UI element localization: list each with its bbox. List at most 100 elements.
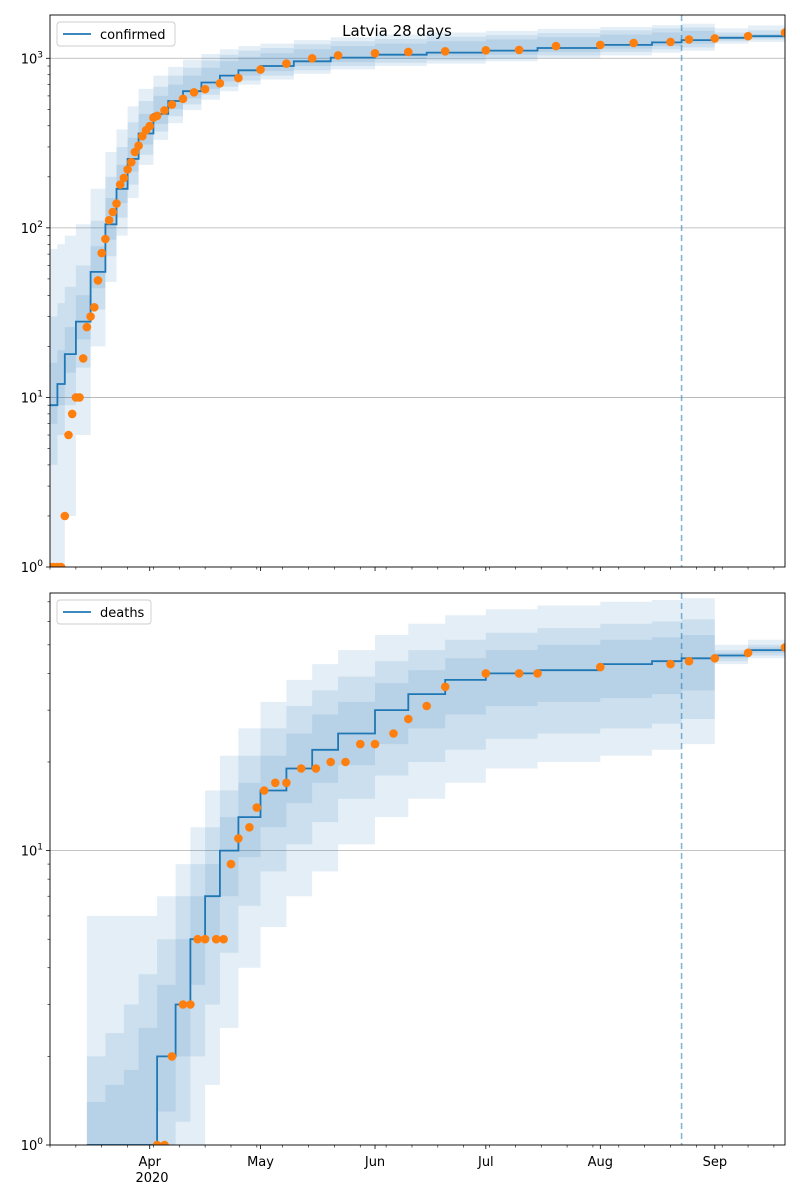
y-tick-label: 100 (21, 1137, 44, 1154)
data-point (666, 659, 675, 669)
band50-deaths (86, 635, 785, 1145)
data-point (211, 934, 221, 944)
band95-deaths (86, 598, 785, 1145)
data-point (356, 739, 365, 749)
legend-label: confirmed (100, 28, 166, 43)
data-point (119, 173, 129, 183)
data-point (422, 701, 432, 711)
data-point (684, 656, 694, 666)
data-point (189, 88, 199, 97)
data-point (152, 1140, 162, 1145)
data-point (178, 1000, 188, 1009)
x-tick-label: Aug (588, 1155, 613, 1170)
band80-deaths (86, 619, 785, 1145)
data-point (341, 757, 350, 767)
data-point (481, 46, 491, 55)
data-point (186, 1000, 195, 1009)
data-point (333, 51, 343, 60)
data-point (389, 729, 398, 738)
data-point (234, 73, 243, 83)
legend-box (56, 21, 176, 47)
data-point (245, 823, 254, 832)
data-point (596, 662, 605, 672)
data-point (134, 141, 143, 150)
x-year-label: 2020 (135, 1171, 168, 1186)
data-point (101, 234, 110, 244)
data-point (551, 41, 561, 51)
chart-title: Latvia 28 days (342, 22, 452, 40)
x-tick-label: Sep (703, 1155, 728, 1170)
data-point (226, 859, 236, 869)
data-point (219, 934, 228, 944)
legend: confirmed (56, 21, 176, 47)
data-point (67, 409, 77, 419)
data-point (75, 393, 84, 402)
data-point (326, 757, 336, 767)
x-tick-label: May (247, 1155, 274, 1170)
data-point (123, 165, 132, 174)
data-point (404, 714, 413, 724)
data-point (481, 669, 491, 678)
data-point (200, 934, 210, 944)
x-tick-label: Jul (477, 1155, 494, 1170)
legend-label: deaths (100, 606, 145, 621)
data-point (282, 59, 291, 68)
data-point (178, 94, 188, 104)
data-point (97, 248, 106, 258)
data-point (629, 38, 638, 48)
data-point (160, 106, 169, 115)
axes-frame (49, 14, 786, 568)
data-point (710, 654, 720, 663)
y-tick-label: 101 (21, 843, 43, 860)
data-point (127, 157, 136, 167)
data-point (234, 834, 243, 843)
data-point (78, 354, 88, 363)
data-point (743, 648, 753, 658)
data-point (60, 511, 70, 521)
data-point (145, 121, 154, 131)
data-point (596, 40, 605, 50)
data-point (259, 786, 269, 795)
data-point (514, 669, 524, 678)
data-point (252, 803, 262, 812)
data-point (514, 45, 524, 55)
data-point (130, 147, 140, 157)
data-point (56, 562, 66, 567)
data-point (108, 207, 118, 217)
data-point (93, 276, 103, 285)
data-point (86, 312, 95, 321)
data-point (90, 303, 99, 312)
data-point (82, 322, 92, 332)
data-point (296, 764, 306, 773)
data-point (370, 49, 380, 58)
data-point (64, 430, 73, 440)
data-point (684, 35, 694, 44)
data-point (440, 47, 450, 56)
data-point (440, 682, 450, 692)
data-point (215, 79, 225, 88)
y-tick-label: 103 (21, 50, 43, 67)
data-point (311, 764, 321, 773)
axes-frame (49, 592, 786, 1146)
data-point (780, 643, 785, 652)
data-point (533, 669, 542, 678)
data-point (404, 47, 413, 57)
legend-box (56, 599, 152, 625)
deaths-panel: Apr May Jun Jul Aug Sep 100 101 deaths (21, 592, 786, 1170)
data-point (104, 215, 114, 225)
data-point (115, 180, 125, 189)
x-tick-label: Apr (138, 1155, 161, 1170)
data-point (666, 37, 675, 47)
data-point (710, 34, 720, 43)
data-point (282, 778, 291, 788)
data-point (112, 199, 121, 208)
band80-confirmed (50, 25, 785, 465)
y-tick-label: 102 (21, 220, 43, 237)
data-point (256, 65, 265, 74)
x-tick-label: Jun (364, 1155, 385, 1170)
data-point (307, 54, 317, 63)
data-point (200, 84, 210, 94)
data-point (271, 778, 280, 788)
y-tick-label: 101 (21, 389, 43, 406)
data-point (167, 100, 177, 109)
